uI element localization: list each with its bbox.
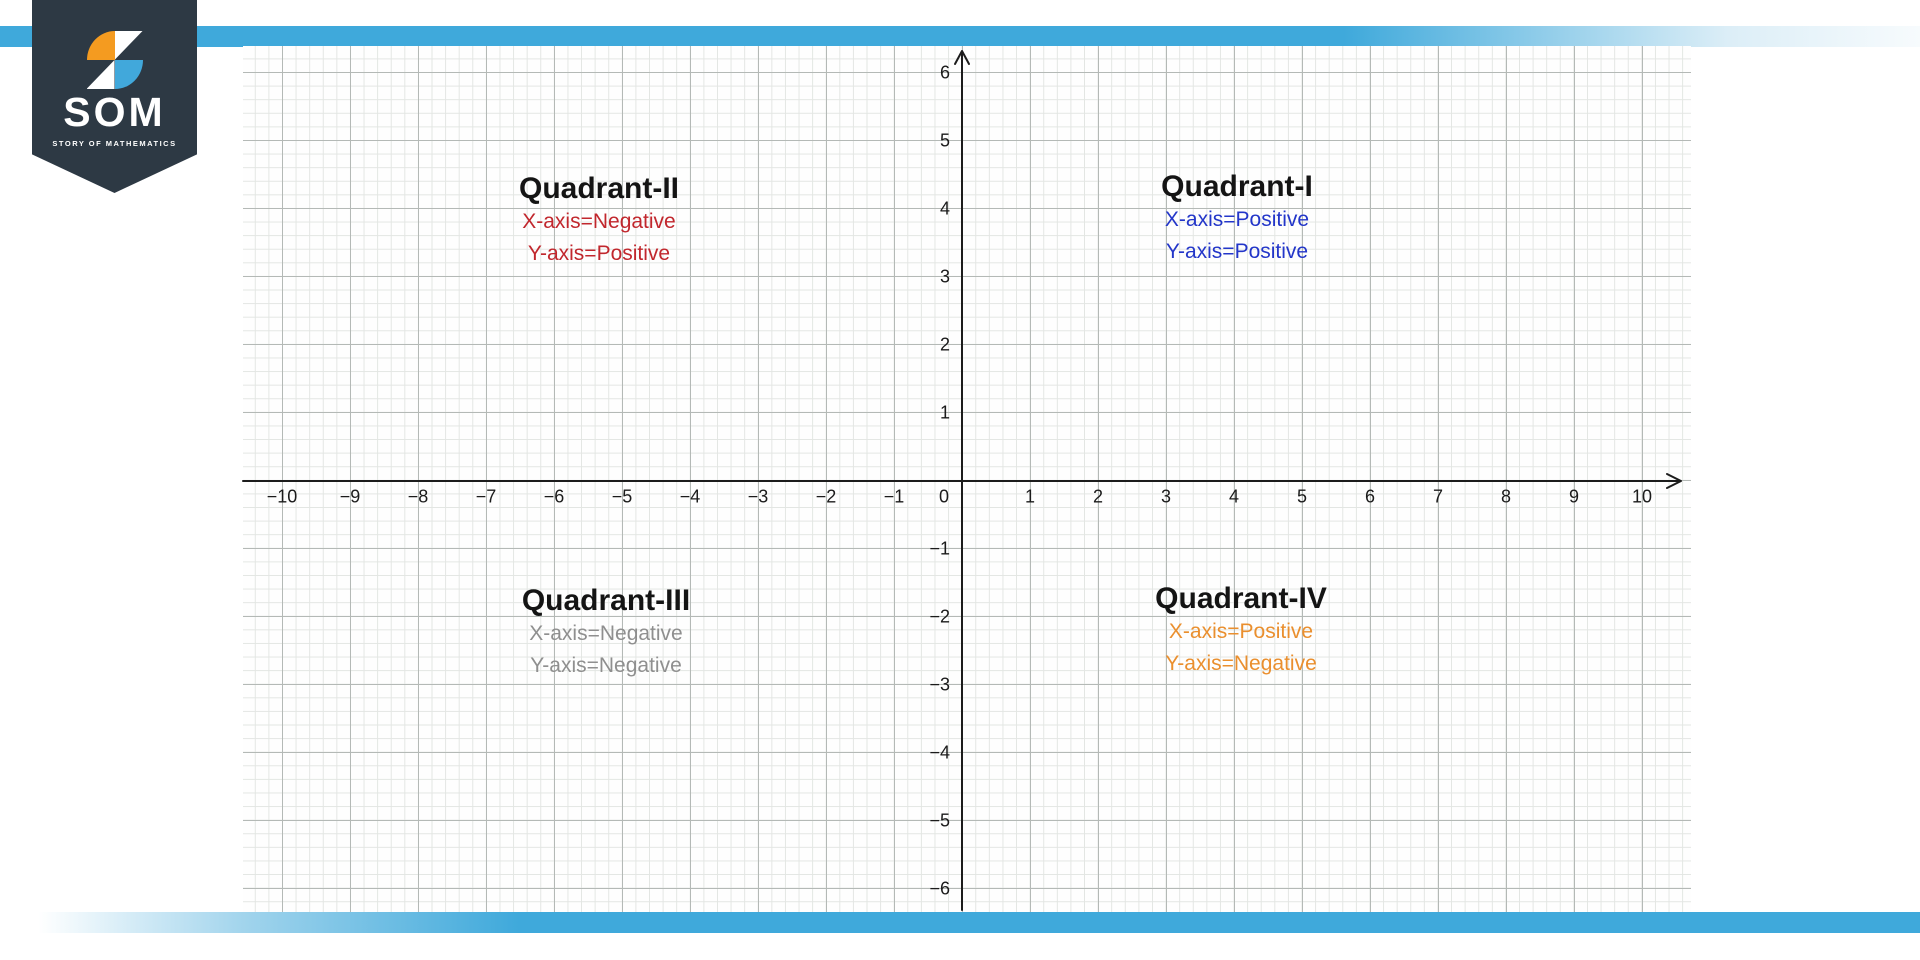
y-tick-label: −6	[929, 878, 950, 899]
x-tick-label: −4	[679, 486, 701, 507]
y-tick-label: −3	[929, 674, 950, 695]
logo-tagline: STORY OF MATHEMATICS	[52, 139, 177, 148]
x-tick-label: −1	[883, 486, 905, 507]
logo-triangle-white-top	[114, 31, 143, 60]
quadrant-2-title: Quadrant-II	[518, 172, 680, 205]
x-tick-label: 2	[1092, 486, 1104, 507]
x-tick-label: −3	[747, 486, 769, 507]
quadrant-3-label-block: Quadrant-III X-axis=Negative Y-axis=Nega…	[522, 584, 690, 682]
x-tick-label: −8	[407, 486, 429, 507]
logo-triangle-white-bottom	[86, 60, 115, 89]
y-tick-label: 5	[939, 130, 950, 151]
top-accent-bar	[0, 26, 1920, 47]
quadrant-2-x-rule: X-axis=Negative	[522, 210, 676, 233]
quadrant-4-label-block: Quadrant-IV X-axis=Positive Y-axis=Negat…	[1155, 582, 1327, 680]
y-tick-label: 4	[939, 198, 950, 219]
quadrant-1-title: Quadrant-I	[1161, 170, 1313, 203]
quadrant-2-label-block: Quadrant-II X-axis=Negative Y-axis=Posit…	[519, 172, 679, 270]
logo-quarter-orange	[86, 31, 115, 60]
y-tick-label: −1	[929, 538, 950, 559]
x-tick-label: −7	[475, 486, 497, 507]
bottom-accent-bar	[0, 912, 1920, 933]
logo-quarter-blue	[114, 60, 143, 89]
quadrant-4-y-rule: Y-axis=Negative	[1165, 652, 1317, 675]
x-tick-label: 9	[1568, 486, 1580, 507]
x-tick-label: 5	[1296, 486, 1308, 507]
x-tick-label: 1	[1024, 486, 1036, 507]
quadrant-3-y-rule: Y-axis=Negative	[530, 654, 682, 677]
y-tick-label: 6	[939, 62, 950, 83]
quadrant-4-x-rule: X-axis=Positive	[1168, 620, 1314, 643]
x-tick-label: 10	[1631, 486, 1653, 507]
quadrant-1-y-rule: Y-axis=Positive	[1165, 240, 1309, 263]
x-tick-label: −10	[266, 486, 298, 507]
quadrant-3-x-rule: X-axis=Negative	[529, 622, 683, 645]
x-tick-label: 6	[1364, 486, 1376, 507]
quadrant-1-x-rule: X-axis=Positive	[1164, 208, 1310, 231]
graph-paper-grid	[243, 46, 1691, 912]
y-tick-label: 1	[939, 402, 950, 423]
som-logo-icon	[86, 31, 143, 89]
som-logo-banner: SOM STORY OF MATHEMATICS	[32, 0, 197, 193]
quadrant-4-title: Quadrant-IV	[1155, 582, 1327, 615]
x-tick-label: −9	[339, 486, 361, 507]
y-tick-label: −2	[929, 606, 950, 627]
y-tick-label: 3	[939, 266, 950, 287]
quadrant-1-label-block: Quadrant-I X-axis=Positive Y-axis=Positi…	[1161, 170, 1313, 268]
x-tick-label: 8	[1500, 486, 1512, 507]
x-tick-label: −2	[815, 486, 837, 507]
quadrant-2-y-rule: Y-axis=Positive	[527, 242, 671, 265]
x-tick-label: 4	[1228, 486, 1240, 507]
x-tick-label: −5	[611, 486, 633, 507]
x-tick-label: −6	[543, 486, 565, 507]
x-tick-label: 7	[1432, 486, 1444, 507]
quadrant-3-title: Quadrant-III	[521, 584, 691, 617]
logo-acronym: SOM	[63, 89, 166, 135]
x-tick-label: 3	[1160, 486, 1172, 507]
y-tick-label: 2	[939, 334, 950, 355]
y-tick-label: −5	[929, 810, 950, 831]
x-tick-label: 0	[938, 486, 950, 507]
y-tick-label: −4	[929, 742, 950, 763]
